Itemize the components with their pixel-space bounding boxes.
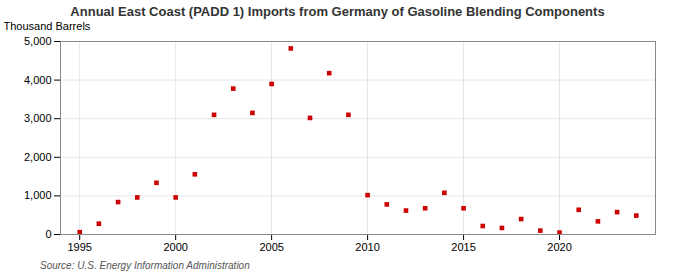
svg-text:2015: 2015	[451, 241, 475, 253]
svg-text:2005: 2005	[259, 241, 283, 253]
svg-text:2010: 2010	[355, 241, 379, 253]
html-text:Annual East Coast (PADD 1) Imp: Annual East Coast (PADD 1) Imports from …	[70, 4, 605, 19]
svg-text:0: 0	[45, 228, 51, 240]
svg-text:2000: 2000	[163, 241, 187, 253]
svg-text:1,000: 1,000	[24, 189, 52, 201]
svg-text:2,000: 2,000	[24, 151, 52, 163]
svg-text:Thousand Barrels: Thousand Barrels	[4, 20, 91, 32]
html-text:Source: U.S. Energy Informatio: Source: U.S. Energy Information Administ…	[40, 260, 250, 271]
svg-text:3,000: 3,000	[24, 112, 52, 124]
svg-text:2020: 2020	[547, 241, 571, 253]
svg-text:1995: 1995	[67, 241, 91, 253]
svg-text:5,000: 5,000	[24, 35, 52, 47]
svg-text:4,000: 4,000	[24, 74, 52, 86]
